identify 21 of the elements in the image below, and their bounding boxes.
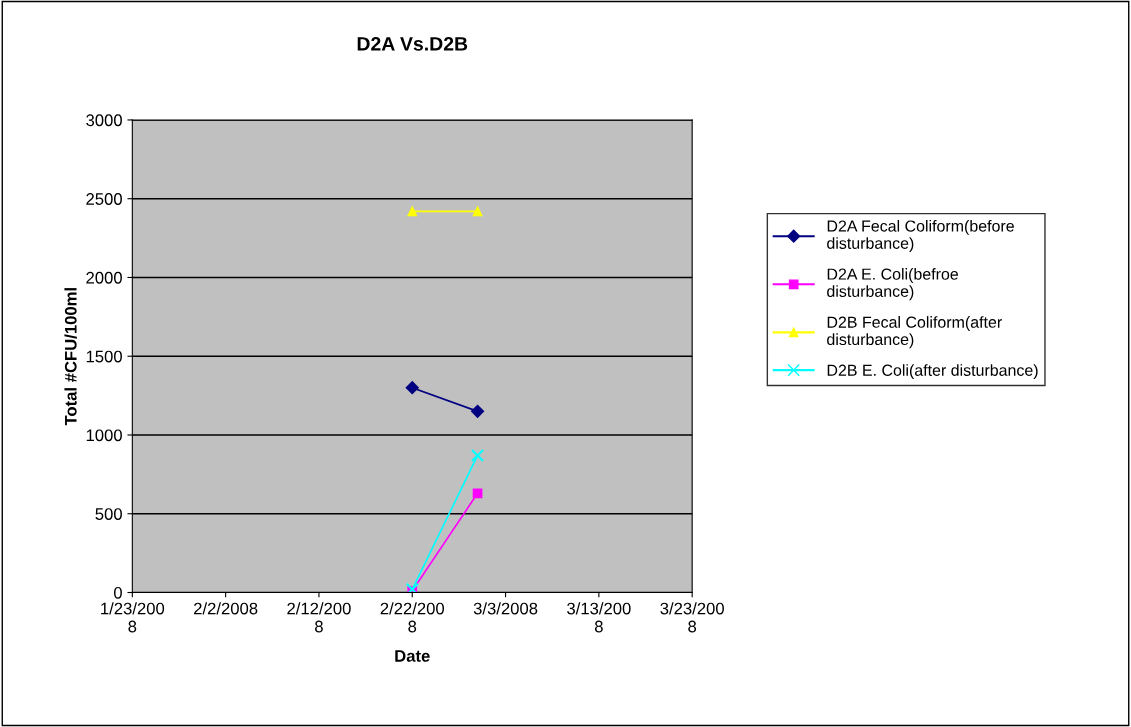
x-tick-label: 2/12/2008 [287, 602, 351, 633]
x-tick-label: 3/3/2008 [473, 602, 538, 615]
y-tick-label: 2000 [86, 271, 122, 284]
y-tick-label: 0 [113, 586, 122, 599]
x-tick-label: 1/23/2008 [101, 602, 165, 633]
legend-label: D2A E. Coli(befroe disturbance) [827, 268, 959, 301]
x-tick-label: 2/2/2008 [194, 602, 258, 615]
y-tick-label: 1500 [86, 350, 122, 363]
x-axis-title: Date [395, 650, 430, 662]
y-tick-label: 3000 [86, 114, 122, 127]
chart-title: D2A Vs.D2B [357, 36, 468, 51]
y-axis-title: Total #CFU/100ml [64, 288, 77, 426]
x-tick-label: 2/22/2008 [380, 602, 445, 633]
x-tick-label: 3/23/2008 [660, 602, 724, 633]
y-tick-label: 1000 [86, 429, 122, 442]
legend-label: D2A Fecal Coliform(before disturbance) [827, 219, 1014, 253]
y-tick-label: 2500 [86, 193, 122, 205]
y-tick-label: 500 [95, 508, 122, 520]
x-tick-label: 3/13/2008 [567, 602, 631, 633]
legend-label: D2B E. Coli(after disturbance) [827, 364, 1038, 380]
legend-label: D2B Fecal Coliform(after disturbance) [827, 316, 1002, 349]
